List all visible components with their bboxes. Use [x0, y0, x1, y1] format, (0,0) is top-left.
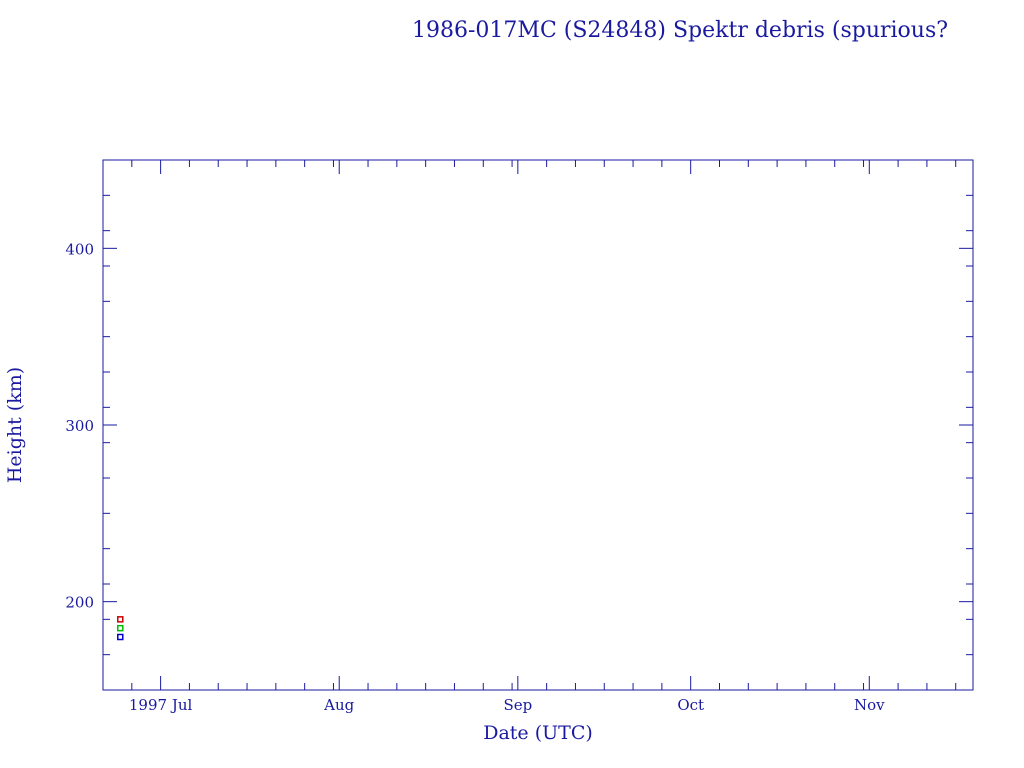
x-tick-label: Nov [854, 696, 885, 714]
y-tick-label: 300 [65, 417, 94, 435]
axis-ticks [102, 160, 973, 690]
y-tick-labels: 200 300 400 [65, 240, 94, 611]
y-tick-label: 200 [65, 594, 94, 612]
y-tick-label: 400 [65, 240, 94, 258]
x-tick-label: Sep [503, 696, 532, 714]
y-axis-label: Height (km) [4, 367, 26, 483]
x-tick-label: 1997 Jul [129, 696, 193, 714]
x-tick-label: Oct [677, 696, 704, 714]
data-point [117, 633, 124, 641]
x-tick-labels: 1997 Jul Aug Sep Oct Nov [129, 696, 885, 714]
data-point [117, 616, 124, 623]
data-points [117, 616, 124, 641]
x-axis-label: Date (UTC) [483, 722, 593, 744]
plot-frame [102, 159, 974, 691]
data-point [117, 624, 124, 632]
x-tick-label: Aug [323, 696, 354, 714]
chart-title: 1986-017MC (S24848) Spektr debris (spuri… [412, 18, 948, 43]
